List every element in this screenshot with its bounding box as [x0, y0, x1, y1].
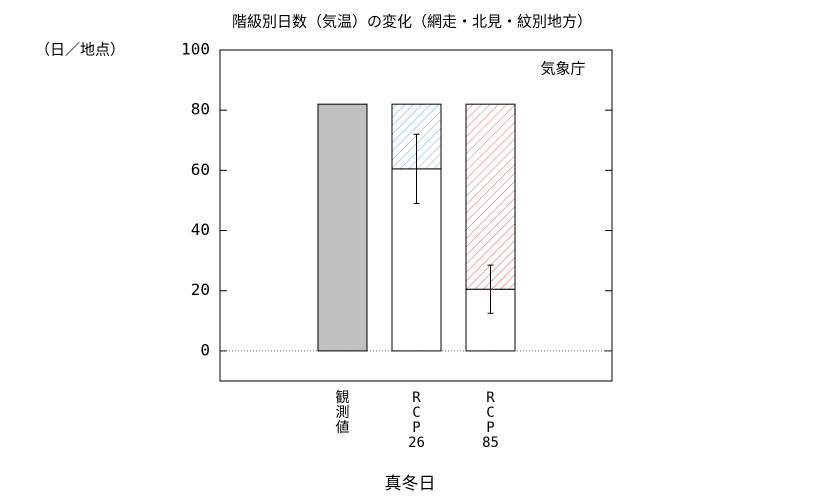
plot-frame	[219, 49, 613, 382]
bar	[317, 103, 368, 352]
x-tick-label: 値	[336, 420, 350, 436]
x-tick-label: C	[412, 405, 420, 421]
x-tick-label: 26	[408, 435, 425, 451]
x-tick-label: C	[486, 405, 494, 421]
x-axis-label: 真冬日	[385, 474, 436, 494]
chart-title: 階級別日数（気温）の変化（網走・北見・紋別地方）	[232, 13, 592, 31]
x-tick-label: P	[412, 420, 420, 436]
change-segment	[465, 103, 516, 290]
x-tick-label: 観	[336, 389, 350, 406]
y-tick-label: 0	[200, 340, 210, 359]
y-tick-label: 40	[191, 220, 210, 239]
y-tick-label: 60	[191, 160, 210, 179]
y-tick-label: 20	[191, 280, 210, 299]
annotation: 気象庁	[540, 60, 585, 78]
x-tick-label: R	[486, 390, 495, 406]
x-tick-label: P	[486, 420, 494, 436]
x-tick-label: 85	[482, 435, 499, 451]
y-tick-label: 80	[191, 100, 210, 119]
y-tick-label: 100	[181, 40, 210, 59]
x-tick-label: 測	[336, 405, 350, 421]
x-tick-label: R	[412, 390, 421, 406]
y-unit: （日／地点）	[35, 41, 125, 59]
